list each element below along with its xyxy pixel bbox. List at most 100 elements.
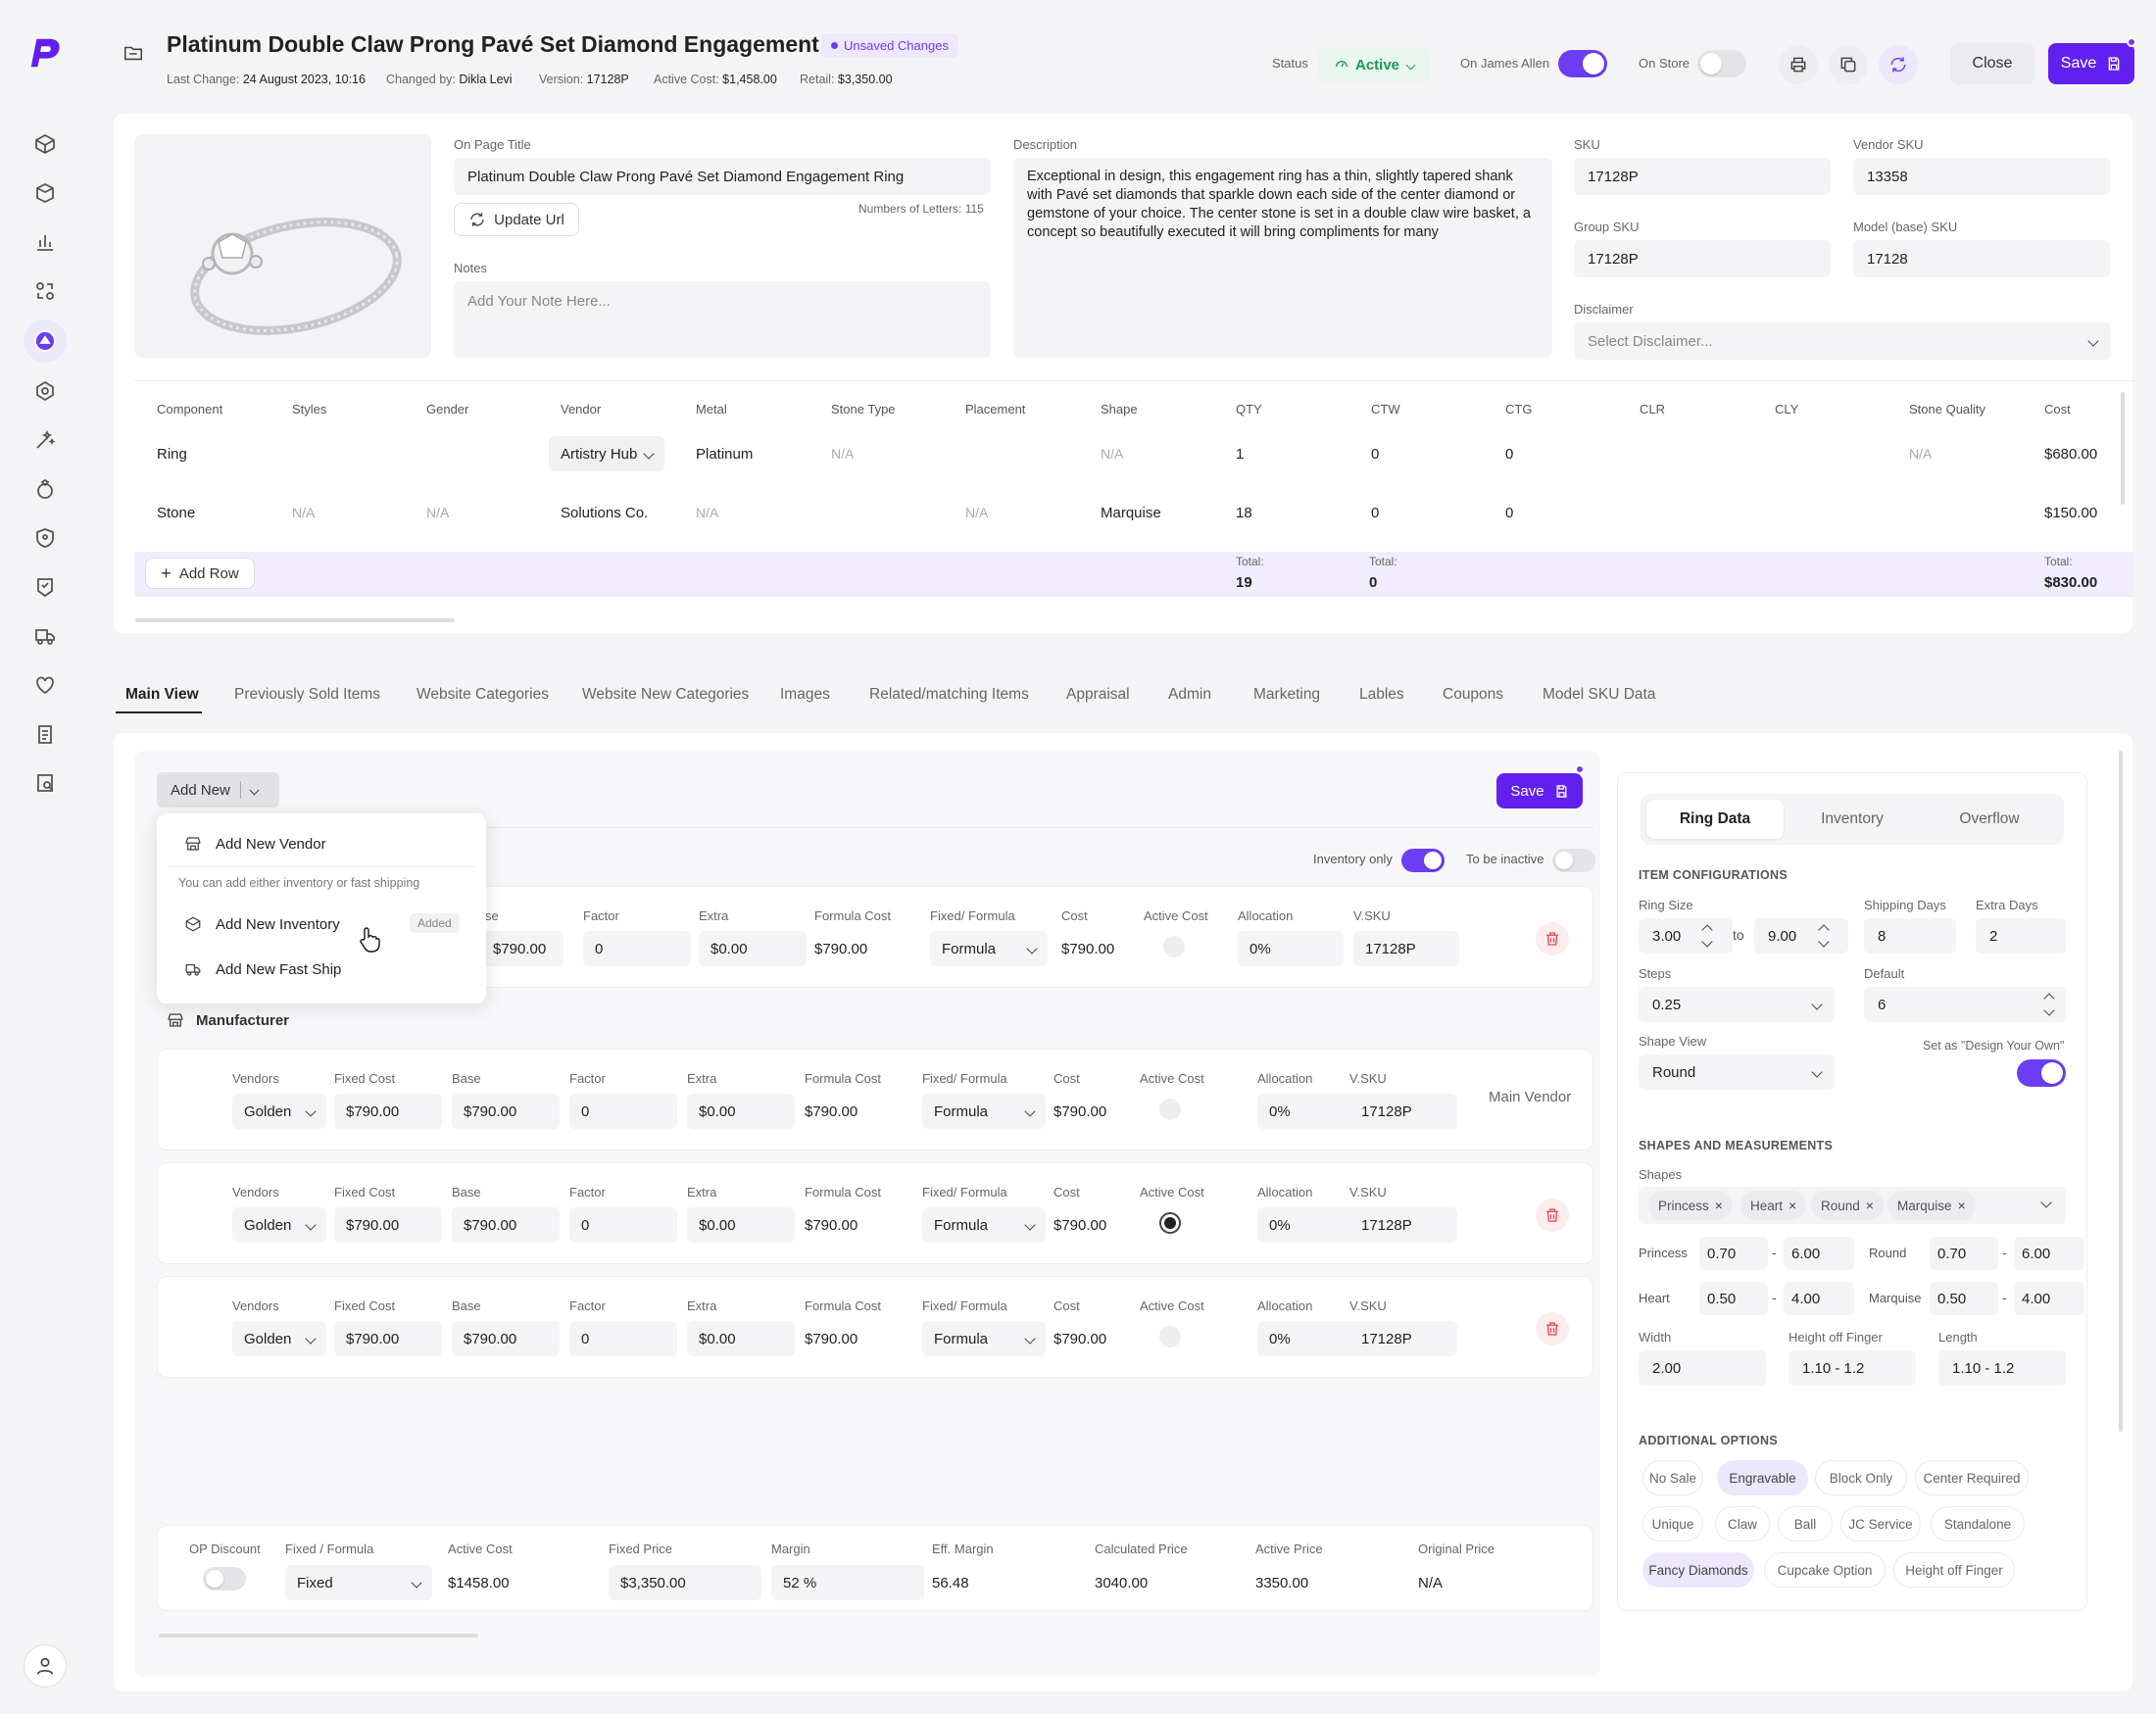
active-cost-radio[interactable] xyxy=(1163,936,1185,957)
brand-logo[interactable] xyxy=(25,33,63,71)
pricing-fixed-formula-select[interactable]: Fixed xyxy=(285,1565,432,1600)
extra-input[interactable]: $0.00 xyxy=(687,1094,795,1129)
main-save-button[interactable]: Save xyxy=(1496,773,1583,808)
component-vendor-select[interactable]: Artistry Hub xyxy=(549,436,665,471)
vendor-select[interactable]: Golden xyxy=(232,1321,326,1356)
fixed-price-input[interactable]: $3,350.00 xyxy=(609,1565,761,1600)
folder-icon[interactable] xyxy=(116,35,151,71)
add-new-vendor-item[interactable]: Add New Vendor xyxy=(184,835,326,853)
nav-heart-icon[interactable] xyxy=(29,669,61,701)
shape-view-select[interactable]: Round xyxy=(1639,1054,1835,1090)
tab-website-new-categories[interactable]: Website New Categories xyxy=(582,686,750,703)
extra-input[interactable]: $0.00 xyxy=(699,931,807,966)
add-new-inventory-item[interactable]: Add New Inventory xyxy=(184,915,340,933)
ring-size-from-stepper[interactable] xyxy=(1702,923,1712,949)
delete-row-button[interactable] xyxy=(1536,1199,1569,1232)
nav-diamond-icon[interactable] xyxy=(29,375,61,407)
ring-size-from-input[interactable]: 3.00 xyxy=(1639,918,1733,954)
tab-coupons[interactable]: Coupons xyxy=(1443,686,1504,703)
vsku-input[interactable]: 17128P xyxy=(1349,1094,1457,1129)
panel-scrollbar[interactable] xyxy=(2119,751,2123,1432)
nav-box-icon[interactable] xyxy=(29,128,61,160)
notes-input[interactable]: Add Your Note Here... xyxy=(454,281,991,358)
option-fancy-diamonds[interactable]: Fancy Diamonds xyxy=(1642,1552,1754,1588)
ring-size-to-input[interactable]: 9.00 xyxy=(1754,918,1848,954)
nav-report-icon[interactable] xyxy=(29,767,61,799)
width-input[interactable]: 2.00 xyxy=(1639,1350,1766,1386)
duplicate-button[interactable] xyxy=(1829,45,1868,84)
add-new-fast-ship-item[interactable]: Add New Fast Ship xyxy=(184,960,341,978)
add-row-button[interactable]: + Add Row xyxy=(145,558,255,589)
base-input[interactable]: $790.00 xyxy=(452,1321,560,1356)
on-store-toggle[interactable] xyxy=(1697,50,1746,77)
option-cupcake-option[interactable]: Cupcake Option xyxy=(1764,1552,1886,1588)
ring-size-to-stepper[interactable] xyxy=(1819,923,1829,949)
factor-input[interactable]: 0 xyxy=(569,1321,677,1356)
option-height-off-finger[interactable]: Height off Finger xyxy=(1893,1552,2015,1588)
option-claw[interactable]: Claw xyxy=(1715,1506,1770,1542)
active-cost-radio[interactable] xyxy=(1159,1326,1181,1347)
vsku-input[interactable]: 17128P xyxy=(1349,1321,1457,1356)
fixed-formula-select[interactable]: Formula xyxy=(922,1094,1046,1129)
design-your-own-toggle[interactable] xyxy=(2017,1059,2066,1087)
vsku-input[interactable]: 17128P xyxy=(1353,931,1459,966)
tab-related-matching-items[interactable]: Related/matching Items xyxy=(869,686,1029,703)
on-james-allen-toggle[interactable] xyxy=(1558,50,1607,77)
marquise-max-input[interactable]: 4.00 xyxy=(2014,1282,2084,1315)
princess-min-input[interactable]: 0.70 xyxy=(1699,1237,1768,1270)
table-vertical-scrollbar[interactable] xyxy=(2121,392,2125,505)
nav-clipboard-icon[interactable] xyxy=(29,718,61,750)
option-block-only[interactable]: Block Only xyxy=(1815,1460,1907,1495)
heart-min-input[interactable]: 0.50 xyxy=(1699,1282,1768,1315)
marquise-min-input[interactable]: 0.50 xyxy=(1930,1282,1998,1315)
height-off-finger-input[interactable]: 1.10 - 1.2 xyxy=(1788,1350,1916,1386)
delete-row-button[interactable] xyxy=(1536,1312,1569,1346)
sku-input[interactable]: 17128P xyxy=(1574,158,1831,195)
allocation-input[interactable]: 0% xyxy=(1257,1207,1365,1243)
description-input[interactable]: Exceptional in design, this engagement r… xyxy=(1013,158,1552,358)
fixed-cost-input[interactable]: $790.00 xyxy=(334,1094,442,1129)
nav-exchange-icon[interactable] xyxy=(29,275,61,307)
nav-truck-icon[interactable] xyxy=(29,620,61,652)
table-scrollbar[interactable] xyxy=(135,618,455,622)
factor-input[interactable]: 0 xyxy=(569,1094,677,1129)
remove-chip-icon[interactable]: × xyxy=(1714,1198,1723,1213)
inventory-only-toggle[interactable] xyxy=(1401,849,1445,872)
option-engravable[interactable]: Engravable xyxy=(1717,1460,1808,1495)
vendors-scrollbar[interactable] xyxy=(159,1634,478,1638)
tab-inventory[interactable]: Inventory xyxy=(1821,810,1884,827)
heart-max-input[interactable]: 4.00 xyxy=(1784,1282,1854,1315)
option-jc-service[interactable]: JC Service xyxy=(1840,1506,1921,1542)
on-page-title-input[interactable]: Platinum Double Claw Prong Pavé Set Diam… xyxy=(454,158,991,195)
tab-admin[interactable]: Admin xyxy=(1168,686,1211,703)
option-standalone[interactable]: Standalone xyxy=(1931,1506,2025,1542)
to-be-inactive-toggle[interactable] xyxy=(1552,849,1595,872)
nav-ring-icon[interactable] xyxy=(29,473,61,505)
base-input[interactable]: $790.00 xyxy=(452,1207,560,1243)
option-center-required[interactable]: Center Required xyxy=(1915,1460,2029,1495)
header-save-button[interactable]: Save xyxy=(2048,43,2134,84)
shipping-days-input[interactable]: 8 xyxy=(1864,918,1956,954)
print-button[interactable] xyxy=(1779,45,1818,84)
default-input[interactable]: 6 xyxy=(1864,987,2066,1022)
tab-marketing[interactable]: Marketing xyxy=(1253,686,1321,703)
base-input[interactable]: $790.00 xyxy=(481,931,564,966)
vsku-input[interactable]: 17128P xyxy=(1349,1207,1457,1243)
fixed-cost-input[interactable]: $790.00 xyxy=(334,1321,442,1356)
disclaimer-select[interactable]: Select Disclaimer... xyxy=(1574,322,2111,360)
active-cost-radio[interactable] xyxy=(1159,1212,1181,1234)
tab-images[interactable]: Images xyxy=(780,686,830,703)
option-ball[interactable]: Ball xyxy=(1778,1506,1833,1542)
base-input[interactable]: $790.00 xyxy=(452,1094,560,1129)
tab-main-view[interactable]: Main View xyxy=(125,686,199,703)
group-sku-input[interactable]: 17128P xyxy=(1574,240,1831,277)
tab-model-sku-data[interactable]: Model SKU Data xyxy=(1543,686,1656,703)
princess-max-input[interactable]: 6.00 xyxy=(1784,1237,1854,1270)
factor-input[interactable]: 0 xyxy=(569,1207,677,1243)
round-min-input[interactable]: 0.70 xyxy=(1930,1237,1998,1270)
remove-chip-icon[interactable]: × xyxy=(1865,1198,1874,1213)
extra-input[interactable]: $0.00 xyxy=(687,1207,795,1243)
option-unique[interactable]: Unique xyxy=(1642,1506,1703,1542)
refresh-button[interactable] xyxy=(1879,45,1918,84)
fixed-formula-select[interactable]: Formula xyxy=(922,1207,1046,1243)
